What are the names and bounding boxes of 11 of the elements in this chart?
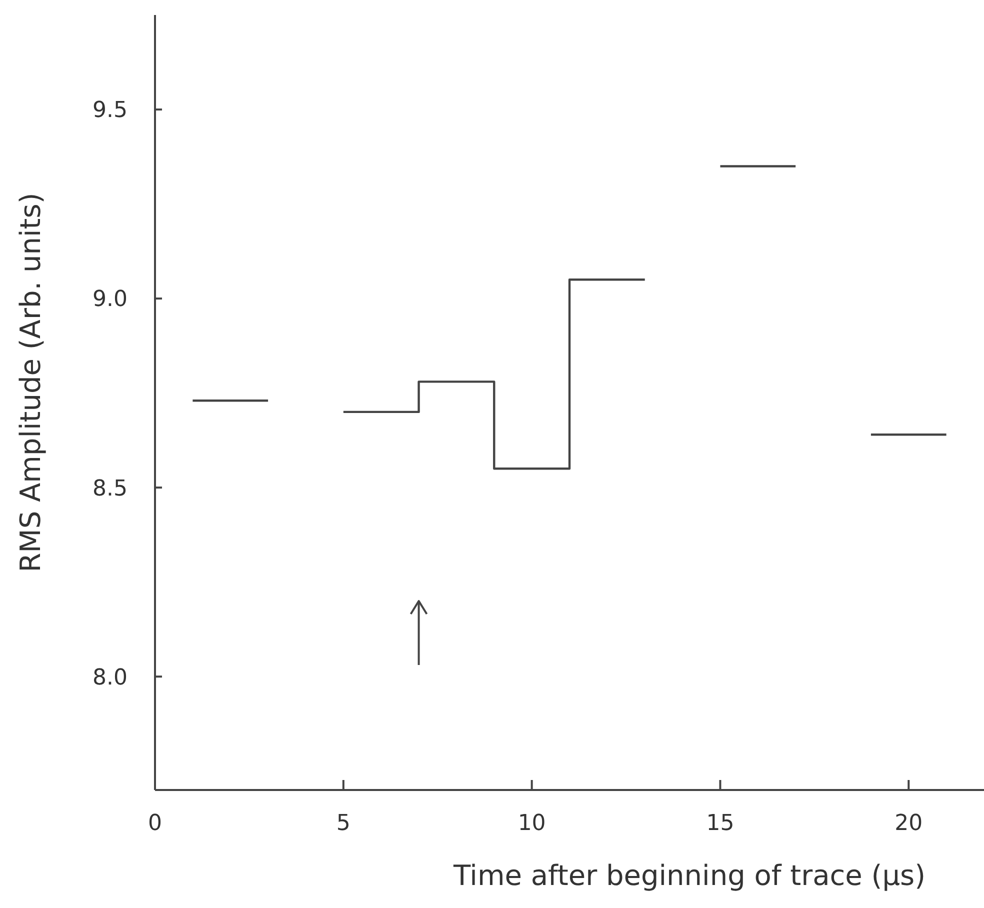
y-axis-title: RMS Amplitude (Arb. units) xyxy=(14,192,47,572)
y-tick-label: 8.5 xyxy=(92,476,128,502)
x-tick-label: 15 xyxy=(706,811,734,836)
x-tick-label: 20 xyxy=(894,811,923,836)
y-tick-label: 8.0 xyxy=(92,665,128,690)
x-tick-label: 10 xyxy=(518,811,546,836)
x-tick-label: 5 xyxy=(336,811,350,836)
y-tick-label: 9.5 xyxy=(92,98,128,124)
x-tick-label: 0 xyxy=(148,811,162,836)
y-tick-label: 9.0 xyxy=(92,287,128,312)
x-axis-title: Time after beginning of trace (µs) xyxy=(452,859,926,892)
